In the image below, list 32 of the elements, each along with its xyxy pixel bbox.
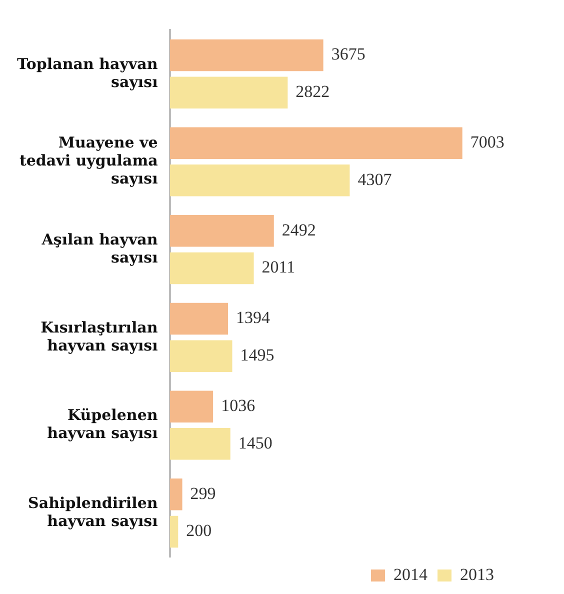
bar bbox=[170, 164, 350, 196]
data-label: 7003 bbox=[470, 132, 504, 152]
data-label: 2822 bbox=[296, 82, 330, 102]
y-tick-label: Kısırlaştırılan hayvan sayısı bbox=[40, 318, 158, 354]
legend-label: 2014 bbox=[394, 564, 428, 584]
y-tick-label: Aşılan hayvan sayısı bbox=[40, 230, 158, 266]
data-label: 3675 bbox=[331, 44, 366, 64]
bar bbox=[170, 252, 254, 284]
legend-label: 2013 bbox=[460, 564, 494, 584]
data-label: 4307 bbox=[358, 170, 392, 189]
bar bbox=[170, 39, 324, 72]
data-label: 2492 bbox=[282, 220, 316, 240]
y-tick-label: Küpelenen hayvan sayısı bbox=[47, 406, 158, 442]
data-label: 1394 bbox=[236, 308, 271, 328]
bar bbox=[170, 428, 230, 460]
data-label: 2011 bbox=[262, 258, 296, 277]
bar bbox=[170, 76, 288, 108]
y-tick-label: Sahiplendirilen hayvan sayısı bbox=[28, 494, 158, 530]
bar bbox=[170, 127, 462, 159]
data-label: 299 bbox=[190, 484, 216, 503]
y-tick-label: Muayene ve tedavi uygulama sayısı bbox=[19, 134, 158, 188]
bar bbox=[170, 340, 232, 372]
bar bbox=[170, 516, 178, 548]
y-tick-label: Toplanan hayvan sayısı bbox=[16, 54, 158, 91]
data-label: 1450 bbox=[238, 433, 272, 452]
bar bbox=[170, 302, 228, 335]
data-label: 200 bbox=[186, 521, 212, 540]
bar bbox=[170, 478, 182, 510]
data-label: 1036 bbox=[221, 396, 256, 416]
bar bbox=[170, 390, 214, 422]
data-label: 1495 bbox=[240, 346, 274, 365]
bar bbox=[170, 215, 274, 247]
